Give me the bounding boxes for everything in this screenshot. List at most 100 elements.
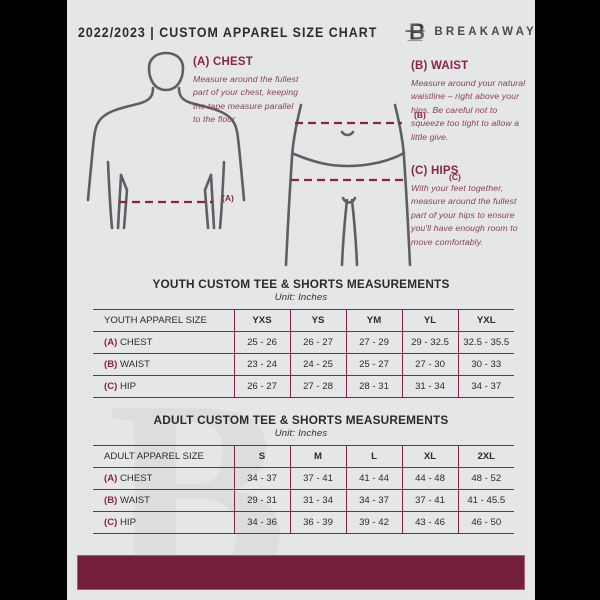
youth-section-title: YOUTH CUSTOM TEE & SHORTS MEASUREMENTS [152,277,450,291]
adult-col-2: L [346,445,403,468]
adult-cell-2-1: 36 - 39 [290,511,347,534]
torso-left-crease [119,173,129,230]
waist-description: (B) WAIST Measure around your natural wa… [411,60,531,144]
youth-col-3: YL [402,309,459,332]
youth-row-1-tag: (B) [104,359,118,370]
adult-row-1-name: WAIST [120,495,151,506]
youth-header-label: YOUTH APPAREL SIZE [93,309,235,332]
chest-marker-label: (A) [222,193,234,203]
table-row: (B) WAIST 23 - 24 24 - 25 25 - 27 27 - 3… [93,353,514,376]
youth-row-1-label: (B) WAIST [93,353,235,376]
breakaway-b-monogram-icon [405,23,425,42]
adult-cell-1-3: 37 - 41 [402,489,459,512]
navel-mark [340,130,355,137]
table-row: (C) HIP 26 - 27 27 - 28 28 - 31 31 - 34 … [93,375,514,398]
adult-row-0-name: CHEST [120,473,153,484]
table-header-row: ADULT APPAREL SIZE S M L XL 2XL [93,445,514,468]
chest-description: (A) CHEST Measure around the fullest par… [193,56,303,127]
adult-section-title: ADULT CUSTOM TEE & SHORTS MEASUREMENTS [153,413,449,427]
waist-text: Measure around your natural waistline – … [411,78,526,142]
hip-marker-label: (C) [449,172,461,182]
youth-cell-0-4: 32.5 - 35.5 [458,331,514,354]
right-shoulder-arm [177,86,246,202]
footer-bar [77,555,525,590]
body-figures-illustration [86,51,412,267]
youth-cell-2-2: 28 - 31 [346,375,403,398]
table-row: (C) HIP 34 - 36 36 - 39 39 - 42 43 - 46 … [93,511,514,534]
youth-cell-1-4: 30 - 33 [458,353,514,376]
youth-cell-2-1: 27 - 28 [290,375,347,398]
youth-col-2: YM [346,309,403,332]
adult-cell-1-0: 29 - 31 [234,489,291,512]
adult-size-table: ADULT APPAREL SIZE S M L XL 2XL (A) CHES… [93,445,514,534]
youth-cell-2-4: 34 - 37 [458,375,514,398]
chest-text: Measure around the fullest part of your … [193,74,299,125]
measurement-diagram: (A) (B) (C) (A) CHEST Measure around the… [67,50,535,270]
hips-heading: (C) HIPS [411,165,459,177]
adult-row-2-label: (C) HIP [93,511,235,534]
youth-row-1-name: WAIST [120,359,151,370]
youth-row-0-tag: (A) [104,337,118,348]
adult-row-2-tag: (C) [104,517,118,528]
adult-row-1-tag: (B) [104,495,118,506]
crotch-seam [341,196,357,204]
torso-right-crease [203,173,213,230]
youth-row-2-label: (C) HIP [93,375,235,398]
adult-cell-1-1: 31 - 34 [290,489,347,512]
youth-col-1: YS [290,309,347,332]
youth-row-0-label: (A) CHEST [93,331,235,354]
adult-col-0: S [234,445,291,468]
left-shoulder-arm [86,86,155,202]
youth-cell-1-3: 27 - 30 [402,353,459,376]
inseam-right [350,198,359,267]
adult-cell-0-1: 37 - 41 [290,467,347,490]
head-outline [147,51,185,92]
table-header-row: YOUTH APPAREL SIZE YXS YS YM YL YXL [93,309,514,332]
youth-size-table: YOUTH APPAREL SIZE YXS YS YM YL YXL (A) … [93,309,514,398]
waist-marker-label: (B) [414,110,426,120]
adult-col-1: M [290,445,347,468]
table-row: (B) WAIST 29 - 31 31 - 34 34 - 37 37 - 4… [93,489,514,512]
brand-lockup: BREAKAWAY [404,20,535,44]
hip-right-outline [393,103,412,267]
adult-cell-0-2: 41 - 44 [346,467,403,490]
waist-heading: (B) WAIST [411,60,469,72]
youth-cell-0-1: 26 - 27 [290,331,347,354]
adult-cell-2-4: 46 - 50 [458,511,514,534]
youth-cell-1-0: 23 - 24 [234,353,291,376]
youth-row-2-name: HIP [120,381,136,392]
adult-cell-1-2: 34 - 37 [346,489,403,512]
adult-cell-1-4: 41 - 45.5 [458,489,514,512]
adult-cell-2-0: 34 - 36 [234,511,291,534]
page-title: 2022/2023 | CUSTOM APPAREL SIZE CHART [78,24,378,40]
left-arm-inner [106,160,114,230]
adult-col-4: 2XL [458,445,514,468]
youth-cell-2-3: 31 - 34 [402,375,459,398]
adult-row-0-tag: (A) [104,473,118,484]
adult-row-1-label: (B) WAIST [93,489,235,512]
hips-description: (C) HIPS With your feet together, measur… [411,165,533,249]
youth-cell-2-0: 26 - 27 [234,375,291,398]
youth-row-0-name: CHEST [120,337,153,348]
adult-section-unit: Unit: Inches [274,428,328,439]
adult-cell-2-2: 39 - 42 [346,511,403,534]
youth-cell-0-0: 25 - 26 [234,331,291,354]
adult-cell-0-0: 34 - 37 [234,467,291,490]
adult-cell-0-3: 44 - 48 [402,467,459,490]
right-arm-inner [218,160,226,230]
waistband-curve [292,151,406,168]
inseam-left [340,198,349,267]
page-header: 2022/2023 | CUSTOM APPAREL SIZE CHART BR… [67,18,535,46]
youth-cell-0-2: 27 - 29 [346,331,403,354]
adult-row-2-name: HIP [120,517,136,528]
brand-name: BREAKAWAY [434,26,535,38]
table-row: (A) CHEST 25 - 26 26 - 27 27 - 29 29 - 3… [93,331,514,354]
youth-cell-1-1: 24 - 25 [290,353,347,376]
chest-heading: (A) CHEST [193,56,253,68]
youth-cell-1-2: 25 - 27 [346,353,403,376]
adult-cell-0-4: 48 - 52 [458,467,514,490]
adult-header-label: ADULT APPAREL SIZE [93,445,235,468]
youth-col-0: YXS [234,309,291,332]
hips-text: With your feet together, measure around … [411,183,518,247]
hip-left-outline [284,103,303,267]
